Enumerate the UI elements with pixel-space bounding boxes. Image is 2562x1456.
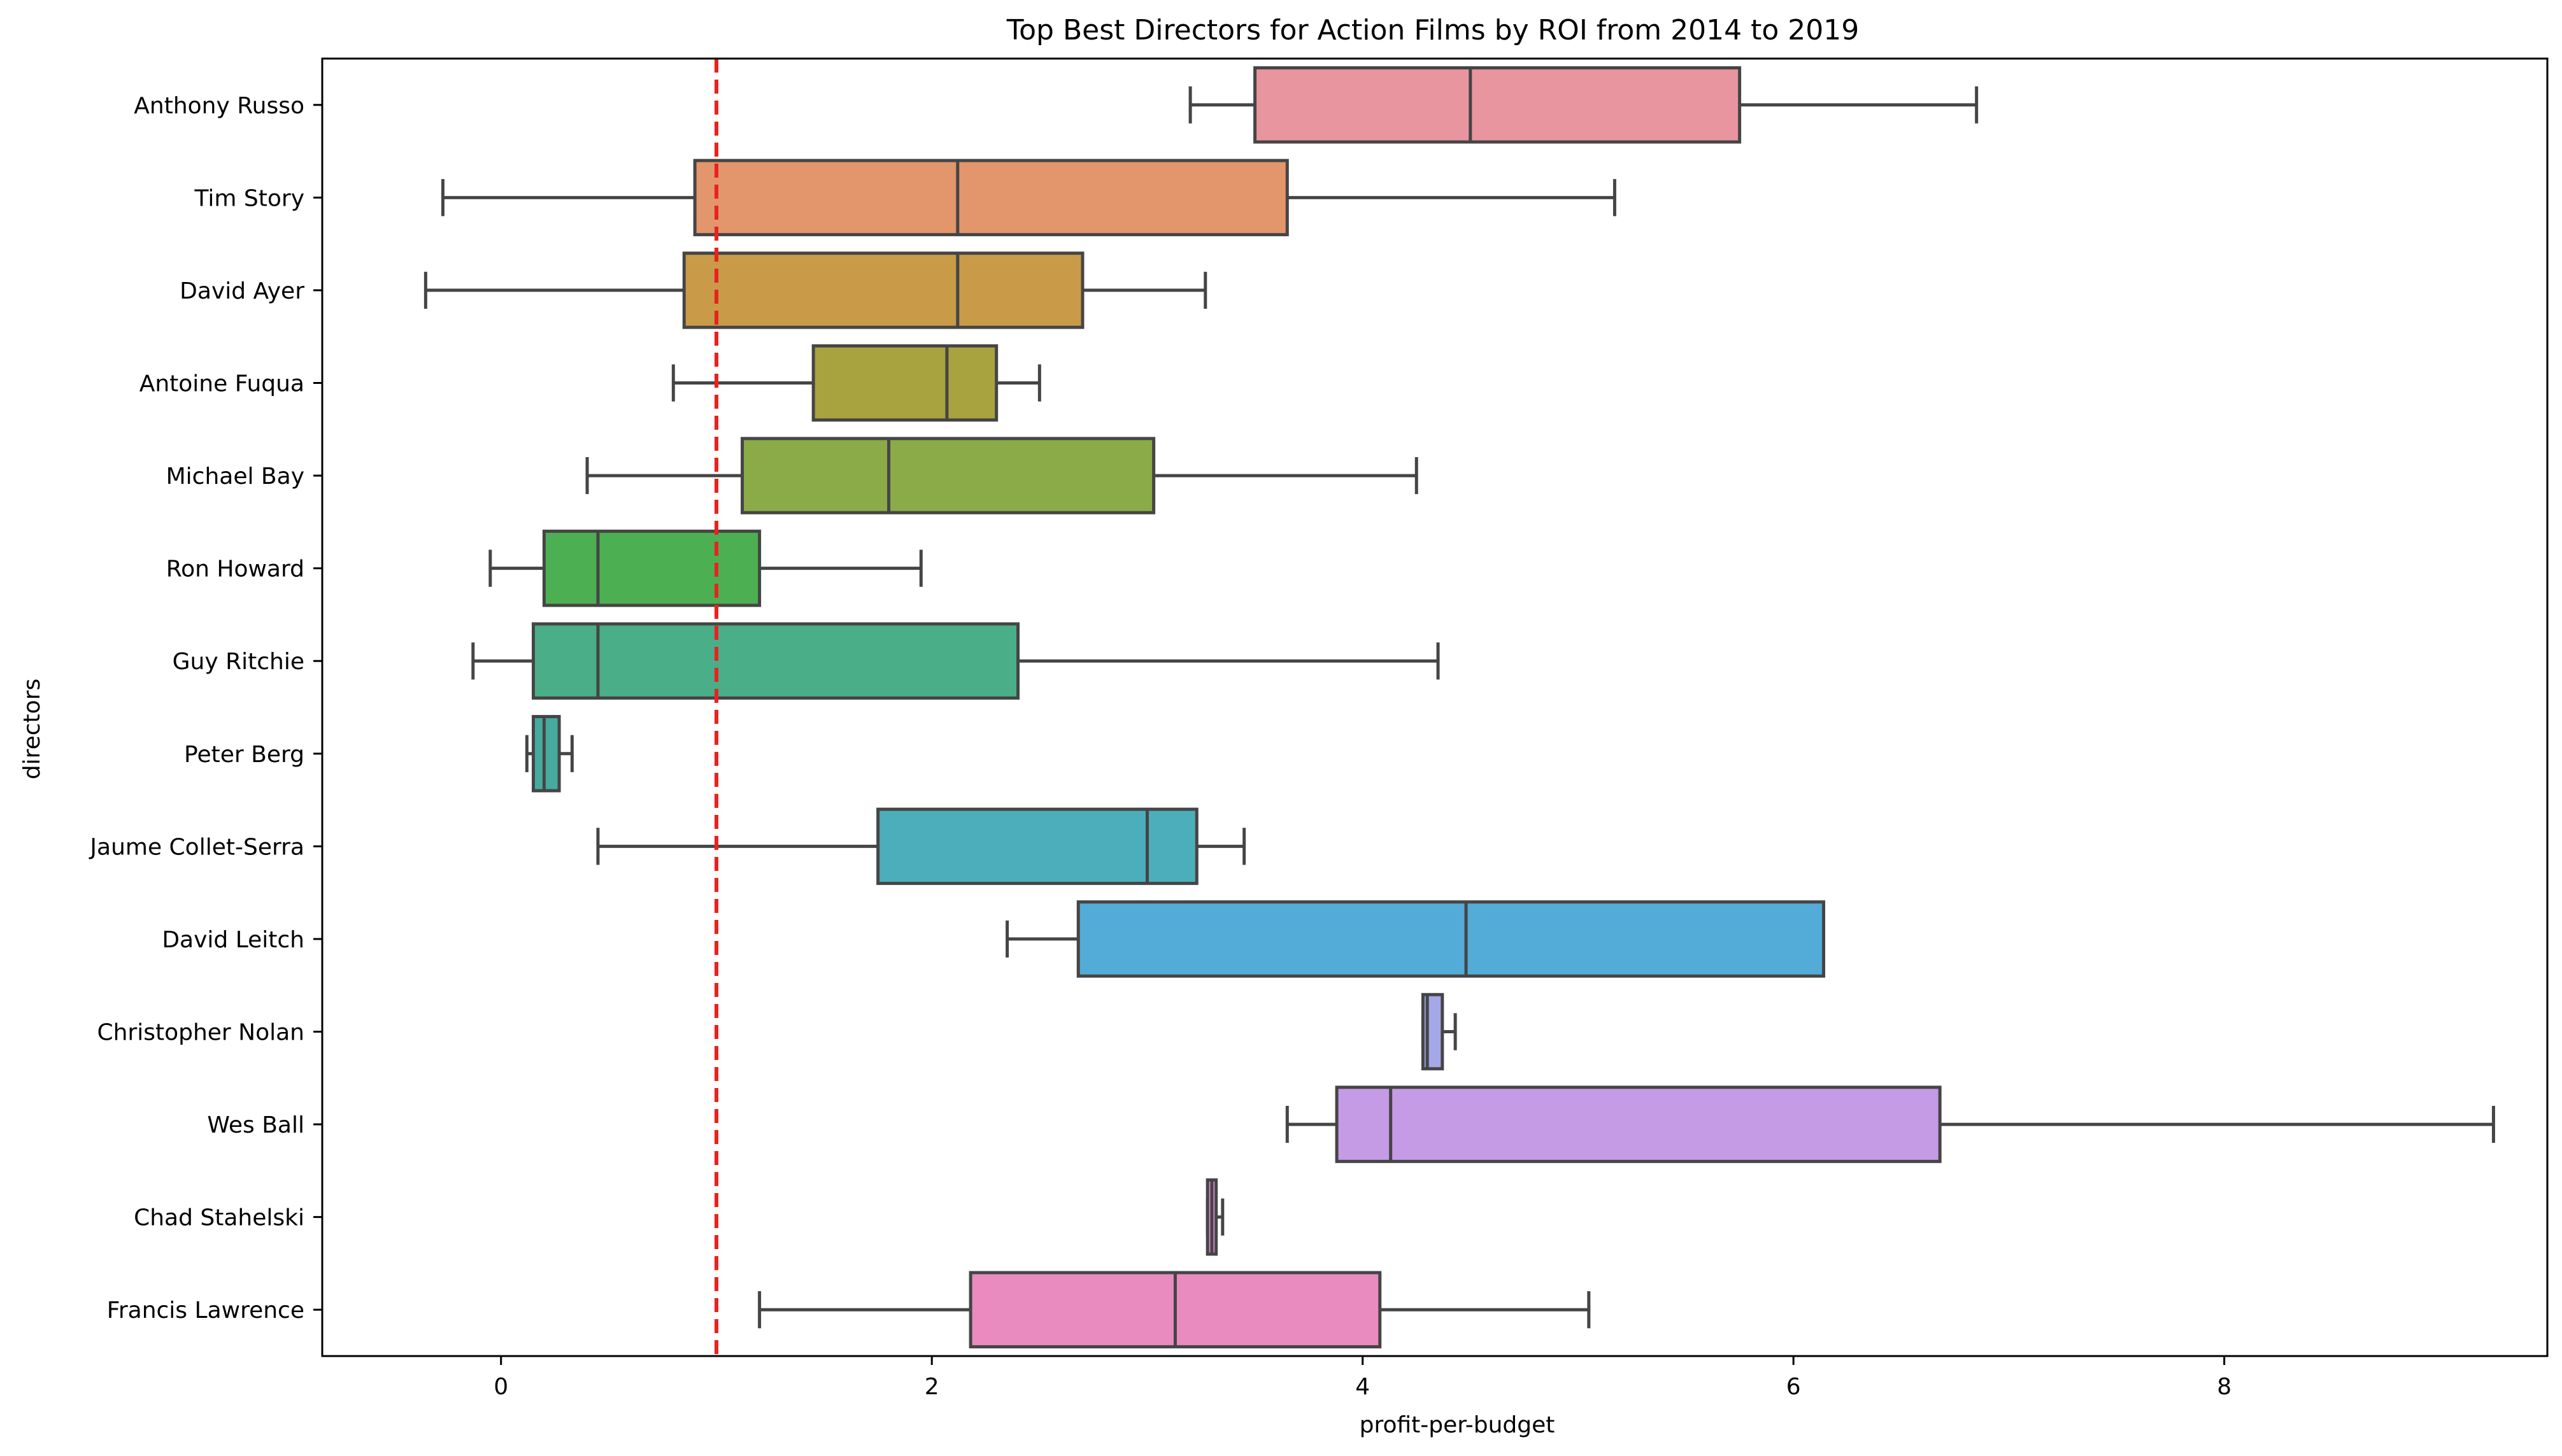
y-tick-label-michael-bay: Michael Bay [166, 463, 304, 490]
y-tick-label-ron-howard: Ron Howard [166, 556, 304, 583]
box-ron-howard [542, 529, 762, 607]
box-david-leitch [1076, 900, 1826, 978]
x-tick-label-8: 8 [2217, 1374, 2231, 1400]
box-tim-story [693, 159, 1289, 237]
x-tick-label-6: 6 [1786, 1374, 1801, 1400]
plot-frame [321, 57, 2549, 1357]
plot-area: Anthony Russo Tim Story David Ayer Antoine … [89, 57, 2549, 1400]
y-tick-label-peter-berg: Peter Berg [184, 742, 304, 768]
box-david-ayer [682, 251, 1085, 329]
box-wes-ball [1335, 1085, 1942, 1163]
x-tick-label-2: 2 [925, 1374, 939, 1400]
box-michael-bay [741, 437, 1156, 514]
y-tick-label-christopher-nolan: Christopher Nolan [97, 1020, 304, 1046]
y-tick-label-antoine-fuqua: Antoine Fuqua [139, 371, 304, 397]
x-tick-label-4: 4 [1355, 1374, 1370, 1400]
box-anthony-russo [1253, 66, 1742, 144]
y-tick-label-david-leitch: David Leitch [162, 927, 304, 953]
y-tick-label-guy-ritchie: Guy Ritchie [173, 649, 304, 675]
y-tick-label-jaume-collet-serra: Jaume Collet-Serra [89, 834, 304, 860]
box-antoine-fuqua [811, 344, 999, 422]
y-tick-label-chad-stahelski: Chad Stahelski [134, 1205, 304, 1231]
x-axis-label: profit-per-budget [1360, 1412, 1555, 1438]
x-tick-label-0: 0 [494, 1374, 508, 1400]
y-tick-label-david-ayer: David Ayer [180, 278, 304, 304]
y-tick-label-francis-lawrence: Francis Lawrence [107, 1297, 304, 1324]
box-jaume-collet-serra [876, 807, 1199, 886]
y-tick-label-anthony-russo: Anthony Russo [134, 93, 304, 119]
chart-title: Top Best Directors for Action Films by R… [1006, 14, 1860, 46]
y-tick-label-wes-ball: Wes Ball [207, 1112, 304, 1138]
box-peter-berg [531, 715, 561, 793]
y-axis-label: directors [19, 679, 45, 780]
box-guy-ritchie [531, 622, 1020, 700]
y-tick-label-tim-story: Tim Story [194, 185, 305, 211]
